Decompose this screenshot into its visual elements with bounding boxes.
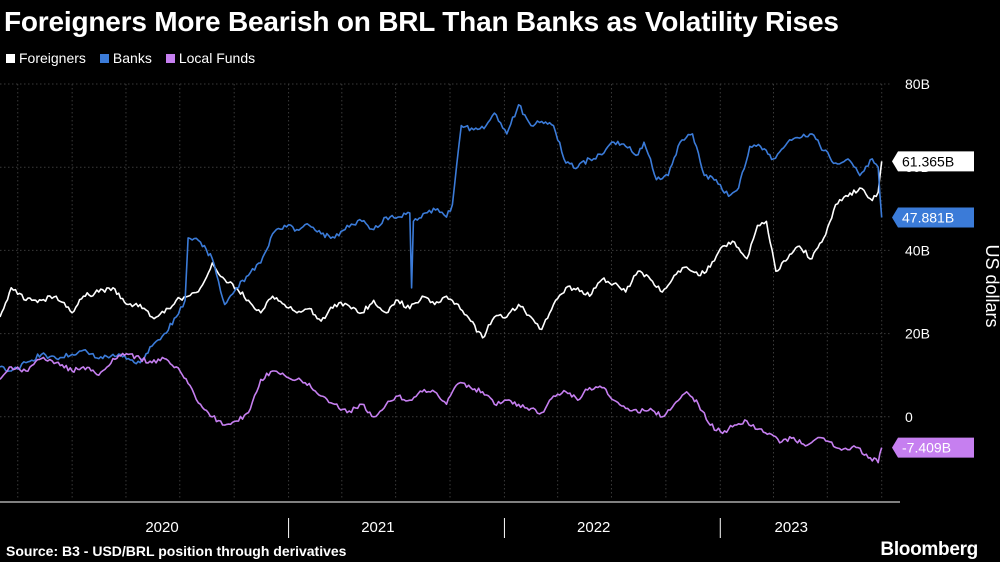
legend-label-banks: Banks <box>112 50 152 66</box>
series-line-local-funds <box>0 352 883 464</box>
y-axis-title: US dollars <box>982 244 1000 327</box>
legend-label-foreigners: Foreigners <box>19 50 86 66</box>
end-label-banks: 47.881B <box>902 210 954 226</box>
x-tick-label: 2020 <box>145 519 178 536</box>
axes: 80B60B40B20B02020202120222023US dollars <box>0 76 1000 538</box>
legend-label-local-funds: Local Funds <box>178 50 256 66</box>
legend-item-banks: Banks <box>99 50 152 66</box>
end-label-bg-foreigners <box>892 151 974 172</box>
legend-swatch-foreigners <box>6 53 15 63</box>
legend-item-local-funds: Local Funds <box>165 50 256 66</box>
y-tick-label: 20B <box>905 326 930 342</box>
grid <box>0 83 890 500</box>
end-labels: 61.365B 47.881B -7.409B <box>892 151 974 458</box>
legend-item-foreigners: Foreigners <box>6 50 86 66</box>
x-tick-label: 2021 <box>361 519 394 536</box>
end-label-bg-banks <box>892 207 974 228</box>
bloomberg-logo: Bloomberg <box>880 539 978 560</box>
x-tick-label: 2023 <box>775 519 808 536</box>
legend-swatch-local-funds <box>165 53 175 63</box>
series-lines <box>0 104 883 464</box>
y-tick-label: 40B <box>905 242 930 258</box>
end-label-bg-local-funds <box>892 437 974 458</box>
chart-title: Foreigners More Bearish on BRL Than Bank… <box>4 6 839 37</box>
series-line-banks <box>0 104 883 373</box>
legend-swatch-banks <box>99 53 109 63</box>
source-note: Source: B3 - USD/BRL position through de… <box>6 543 347 559</box>
y-tick-label: 80B <box>905 76 930 92</box>
y-tick-label: 0 <box>905 409 913 425</box>
end-label-foreigners: 61.365B <box>902 153 954 169</box>
end-label-local-funds: -7.409B <box>902 440 951 456</box>
series-line-foreigners <box>0 161 883 339</box>
legend: Foreigners Banks Local Funds <box>6 50 255 66</box>
x-tick-label: 2022 <box>577 519 610 536</box>
